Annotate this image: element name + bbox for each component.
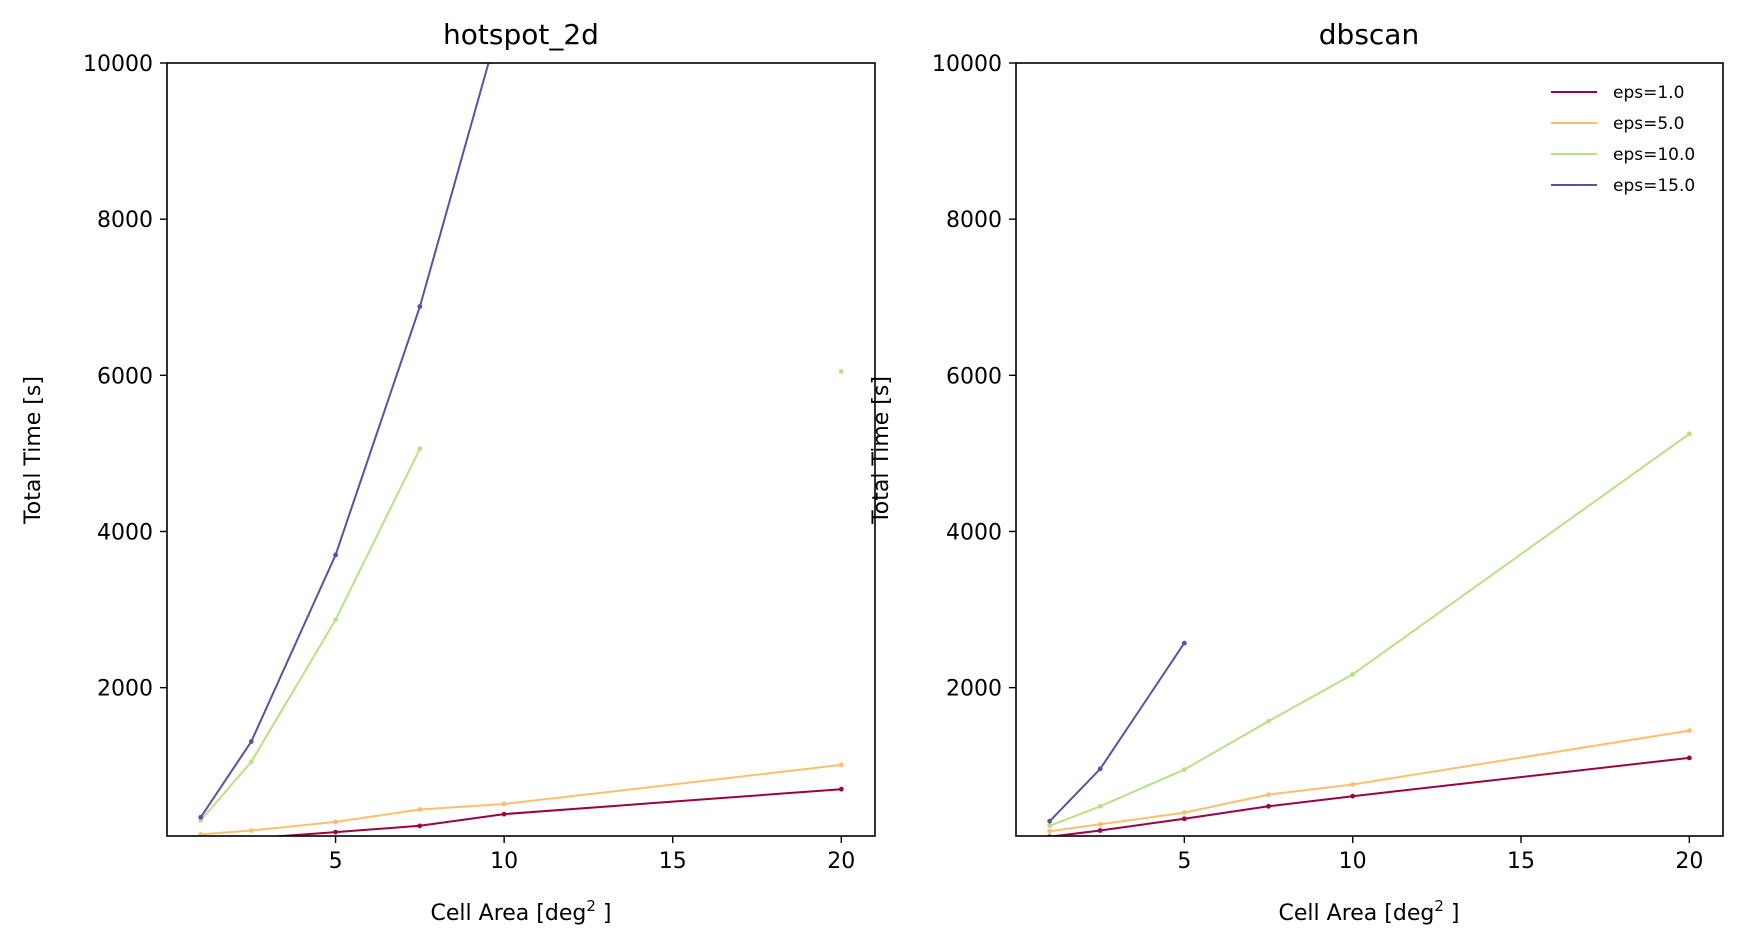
series-line-eps-10-0 [199, 448, 421, 822]
data-point-eps-1-0 [501, 811, 507, 817]
data-point-eps-1-0 [417, 823, 423, 829]
data-point-eps-15-0 [417, 304, 423, 310]
y-tick-label: 6000 [97, 364, 153, 389]
chart-panel-hotspot-2d: hotspot_2d 5 10 15 20200040006000800010000 … [21, 18, 876, 926]
x-axis-label-end: ] [1444, 901, 1460, 926]
data-point-eps-1-0 [333, 829, 338, 835]
legend-label-eps-15-0: eps=15.0 [1613, 176, 1695, 196]
data-point-eps-10-0 [838, 369, 844, 374]
series-line-eps-10-0 [1049, 433, 1690, 827]
legend-label-eps-5-0: eps=5.0 [1613, 114, 1684, 134]
data-point-eps-5-0 [1097, 821, 1103, 827]
data-point-eps-10-0 [1350, 671, 1356, 677]
y-tick-label: 2000 [97, 677, 153, 702]
y-axis-label: Total Time [s] [869, 376, 894, 525]
tick-group: 5 10 15 20 2000 4000 6000 8000 10000 [83, 52, 855, 874]
data-point-eps-1-0 [838, 786, 844, 792]
x-axis-label-end: ] [596, 901, 612, 926]
data-point-eps-10-0 [333, 617, 338, 623]
series-line-eps-1-0 [268, 788, 842, 836]
data-point-eps-15-0 [198, 814, 204, 820]
data-point-eps-1-0 [198, 838, 203, 843]
data-point-eps-15-0 [1097, 766, 1103, 772]
data-point-eps-15-0 [488, 53, 493, 58]
data-point-eps-1-0 [1266, 803, 1271, 809]
y-tick-label: 2000 [946, 677, 1002, 702]
data-point-eps-10-0 [1181, 767, 1187, 773]
legend-label-eps-1-0: eps=1.0 [1613, 83, 1684, 103]
data-point-eps-10-0 [1266, 718, 1271, 724]
axes-frame [1015, 62, 1724, 837]
series-line-eps-5-0 [200, 763, 842, 836]
y-axis-label: Total Time [s] [21, 376, 46, 525]
series-line-eps-1-0 [1049, 756, 1690, 836]
y-tick-label: 4000 [946, 520, 1002, 545]
axes-frame [166, 62, 876, 837]
data-point-eps-5-0 [198, 832, 204, 836]
x-axis-label: Cell Area [deg2 ] [431, 897, 612, 926]
data-point-eps-10-0 [248, 759, 254, 765]
data-point-eps-5-0 [417, 807, 423, 812]
x-tick-label: 10 [1339, 849, 1367, 874]
series-line-eps-15-0 [1048, 642, 1186, 822]
data-point-eps-1-0 [1686, 755, 1692, 761]
data-point-eps-5-0 [333, 819, 338, 825]
data-point-eps-1-0 [1097, 828, 1103, 833]
x-axis-label: Cell Area [deg2 ] [1279, 897, 1460, 926]
data-point-eps-5-0 [248, 828, 254, 833]
tick-group: 5 10 15 20 2000 4000 6000 8000 10000 [932, 52, 1703, 874]
data-point-eps-10-0 [1686, 431, 1692, 437]
data-point-eps-5-0 [838, 762, 844, 768]
plot-area [1047, 431, 1692, 836]
data-point-eps-15-0 [333, 552, 338, 558]
data-point-eps-10-0 [1097, 803, 1103, 809]
data-point-eps-5-0 [1181, 810, 1187, 815]
data-point-eps-15-0 [248, 739, 254, 744]
data-point-eps-5-0 [1047, 828, 1053, 834]
data-point-eps-5-0 [501, 801, 507, 807]
data-point-eps-10-0 [417, 446, 423, 452]
data-point-eps-1-0 [1350, 793, 1356, 799]
chart-title: hotspot_2d [443, 18, 599, 51]
y-tick-label: 8000 [97, 208, 153, 233]
legend-label-eps-10-0: eps=10.0 [1613, 145, 1695, 165]
x-axis-label-superscript: 2 [586, 897, 596, 915]
data-point-eps-5-0 [1686, 728, 1692, 733]
x-tick-label: 10 [490, 849, 518, 874]
x-tick-label: 15 [1507, 849, 1535, 874]
plot-area [198, 53, 844, 843]
data-point-eps-15-0 [1047, 818, 1053, 824]
x-axis-label-text: Cell Area [deg [431, 901, 587, 926]
y-tick-label: 8000 [946, 208, 1002, 233]
y-tick-label: 10000 [932, 52, 1002, 77]
x-tick-label: 5 [1177, 849, 1191, 874]
data-point-eps-5-0 [1350, 782, 1356, 787]
x-tick-label: 20 [827, 849, 855, 874]
series-line-eps-15-0 [199, 63, 490, 818]
data-point-eps-10-0 [1047, 823, 1053, 829]
data-point-eps-1-0 [1181, 816, 1187, 822]
series-line-eps-5-0 [1049, 729, 1690, 833]
legend: eps=1.0 eps=5.0 eps=10.0 eps=15.0 [1551, 83, 1695, 196]
y-tick-label: 10000 [83, 52, 153, 77]
chart-panel-dbscan: dbscan 5 10 15 20 2000 4000 6000 8000 10000 Cell… [869, 18, 1724, 926]
x-tick-label: 5 [329, 849, 343, 874]
y-tick-label: 6000 [946, 364, 1002, 389]
chart-title: dbscan [1319, 18, 1419, 51]
y-tick-label: 4000 [97, 520, 153, 545]
x-tick-label: 15 [659, 849, 687, 874]
data-point-eps-5-0 [1266, 792, 1271, 798]
x-axis-label-superscript: 2 [1434, 897, 1444, 915]
data-point-eps-15-0 [1181, 640, 1187, 646]
x-axis-label-text: Cell Area [deg [1279, 901, 1435, 926]
x-tick-label: 20 [1675, 849, 1703, 874]
